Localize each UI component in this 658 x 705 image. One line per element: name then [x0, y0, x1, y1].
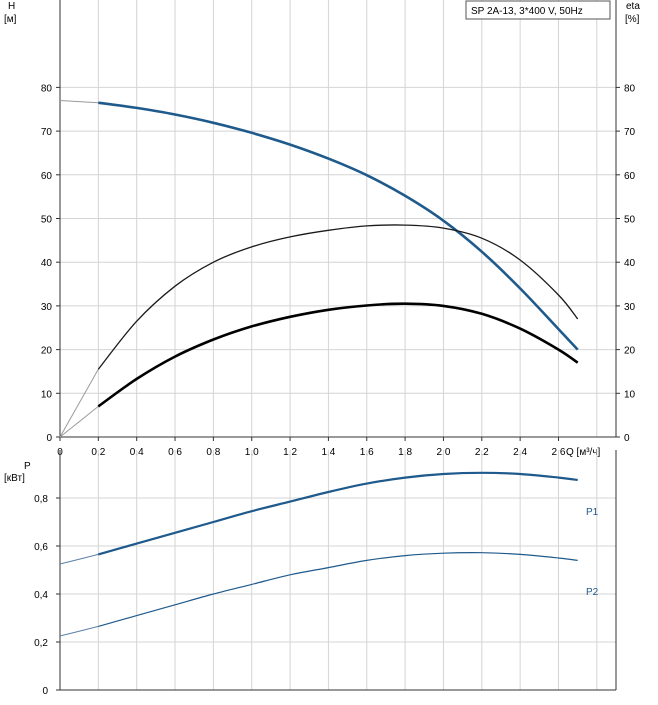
head-axis-label: H [8, 1, 15, 12]
right-tick-label-5: 50 [624, 215, 636, 226]
right-tick-label-2: 20 [624, 346, 636, 357]
right-tick-label-4: 40 [624, 258, 636, 269]
bottom-tick-labels: 0 0,2 0,4 0,6 0,8 [34, 494, 60, 697]
top-series-1-extension [59, 369, 99, 438]
top-series-0-extension [59, 100, 99, 104]
right-tick-label-6: 60 [624, 171, 636, 182]
head-axis-unit: [м] [4, 14, 17, 25]
right-tick-label-7: 70 [624, 127, 636, 138]
bottom-series-1-extension [59, 625, 99, 637]
left-tick-label-8: 80 [41, 83, 53, 94]
bottom-tick-label-0: 0 [42, 686, 48, 697]
bottom-tick-label-2: 0,4 [34, 590, 48, 601]
top-series-1-line [97, 224, 579, 370]
bottom-axes [59, 450, 617, 691]
top-series-2-extension [59, 406, 99, 438]
top-series [59, 100, 579, 438]
bottom-series-0-extension [59, 553, 99, 565]
left-tick-label-6: 60 [41, 171, 53, 182]
bottom-series [59, 471, 578, 637]
right-tick-label-1: 10 [624, 389, 636, 400]
bottom-series-1-line [98, 552, 578, 627]
left-tick-label-7: 70 [41, 127, 53, 138]
power-axis-unit: [кВт] [4, 473, 25, 484]
series-label-p1: P1 [586, 507, 599, 518]
bottom-tick-label-1: 0,2 [34, 638, 48, 649]
chart-title: SP 2A-13, 3*400 V, 50Hz [471, 6, 583, 17]
right-tick-label-8: 80 [624, 83, 636, 94]
left-tick-label-5: 50 [41, 215, 53, 226]
x-axis-label: Q [м³/ч] [566, 447, 601, 458]
left-tick-label-3: 30 [41, 302, 53, 313]
bottom-grid [60, 450, 616, 690]
chart-title-box [465, 0, 611, 20]
top-series-2-line [97, 302, 579, 408]
series-label-p2: P2 [586, 587, 599, 598]
left-tick-label-0: 0 [46, 433, 52, 444]
left-tick-label-4: 40 [41, 258, 53, 269]
eta-axis-label: eta [626, 1, 640, 12]
bottom-series-0-line [98, 471, 578, 556]
bottom-tick-label-4: 0,8 [34, 494, 48, 505]
top-tick-labels: 001010202030304040505060607070808000,20,… [41, 83, 636, 458]
left-tick-label-1: 10 [41, 389, 53, 400]
power-axis-label: P [24, 461, 31, 472]
right-tick-label-3: 30 [624, 302, 636, 313]
eta-axis-unit: [%] [625, 14, 640, 25]
left-tick-label-2: 20 [41, 346, 53, 357]
top-grid [60, 0, 616, 437]
bottom-tick-label-3: 0,6 [34, 542, 48, 553]
top-series-0-line [98, 101, 579, 351]
right-tick-label-0: 0 [624, 433, 630, 444]
